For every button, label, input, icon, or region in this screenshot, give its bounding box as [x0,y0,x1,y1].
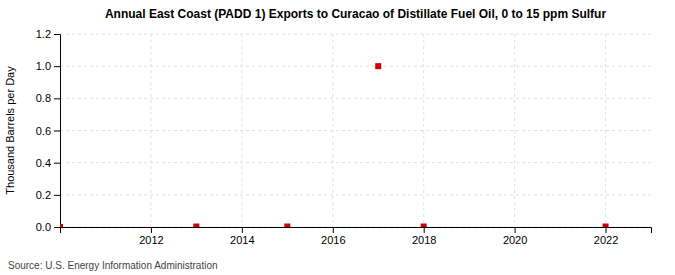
data-point [421,224,427,227]
data-point [603,224,609,227]
grid-line [514,34,515,227]
tick-mark [54,227,60,228]
tick-label: 2022 [594,234,618,246]
tick-mark [333,227,334,233]
tick-mark [54,195,60,196]
y-axis: 0.0 0.2 0.4 0.6 0.8 1.0 1.2 [36,28,61,233]
tick-mark [54,66,60,67]
tick-label: 0.2 [36,189,51,201]
plot-area: 2012 2014 2016 2018 2020 2022 0.0 0.2 0.4 0.6 0.8 1… [36,28,652,246]
tick: 0.6 [36,125,60,137]
tick-mark [54,34,60,35]
grid-line [60,34,651,35]
chart: 2012 2014 2016 2018 2020 2022 0.0 0.2 0.4 0.6 0.8 1… [0,0,675,275]
grid-line [60,130,651,131]
x-axis: 2012 2014 2016 2018 2020 2022 [61,227,652,246]
tick-mark [151,227,152,233]
grid-line [60,98,651,99]
grid-line [605,34,606,227]
tick: 0.4 [36,157,60,169]
tick: 0.0 [36,221,60,233]
tick-mark [54,98,60,99]
tick-label: 2020 [503,234,527,246]
tick: 0.8 [36,92,60,104]
points [60,63,609,227]
tick-label: 2012 [139,234,163,246]
source-note: Source: U.S. Energy Information Administ… [8,260,218,271]
grid-line [60,66,651,67]
data-point [375,63,381,69]
tick: 2012 [139,227,163,246]
tick: 2016 [321,227,345,246]
title: Annual East Coast (PADD 1) Exports to Cu… [105,7,607,21]
data-point [284,224,290,227]
tick-mark [54,131,60,132]
tick-label: 1.0 [36,60,51,72]
y-axis-label: Thousand Barrels per Day [4,66,16,195]
grid-line [60,162,651,163]
tick-mark [242,227,243,233]
tick-label: 2018 [412,234,436,246]
tick: 0.2 [36,189,60,201]
tick: 1.2 [36,28,60,40]
data-point [60,224,63,227]
grid-line [60,194,651,195]
tick-label: 2014 [230,234,254,246]
tick-label: 0.6 [36,125,51,137]
data-point [193,224,199,227]
grid-line [423,34,424,227]
tick: 2020 [503,227,527,246]
tick-label: 2016 [321,234,345,246]
tick-mark [424,227,425,233]
tick: 2022 [594,227,618,246]
tick: 1.0 [36,60,60,72]
tick-label: 0.4 [36,157,51,169]
tick: 2018 [412,227,436,246]
tick-mark [54,163,60,164]
tick-label: 1.2 [36,28,51,40]
axis-line [54,35,61,228]
grid [60,34,651,227]
tick-label: 0.0 [36,221,51,233]
tick: 2014 [230,227,254,246]
tick-label: 0.8 [36,92,51,104]
axis-line [61,228,652,234]
tick-mark [515,227,516,233]
tick-mark [606,227,607,233]
